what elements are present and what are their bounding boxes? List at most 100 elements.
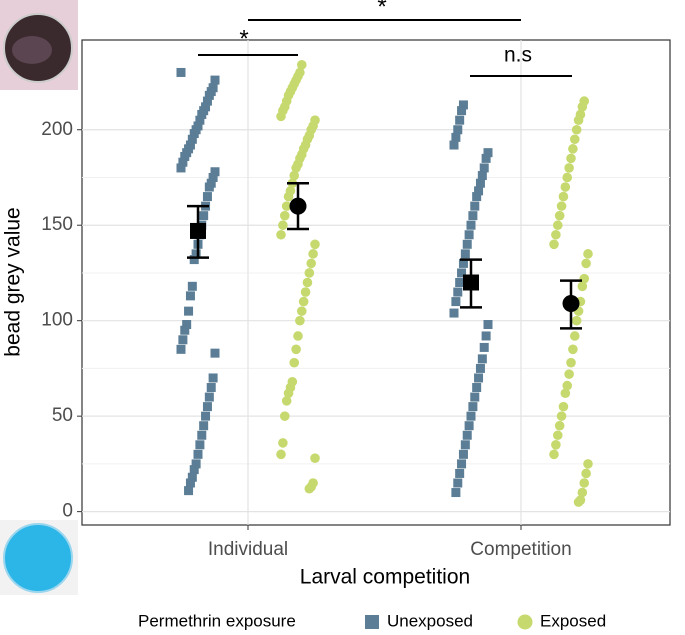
data-point [474, 373, 484, 383]
data-point [552, 430, 563, 441]
legend-label: Unexposed [387, 611, 473, 630]
data-point [571, 315, 582, 326]
data-point [204, 182, 214, 192]
x-tick-label: Competition [470, 539, 571, 560]
data-point [560, 182, 571, 192]
data-point [178, 157, 188, 167]
data-point [483, 320, 493, 330]
data-point [279, 210, 290, 221]
data-point [453, 287, 463, 297]
data-point [304, 483, 315, 494]
data-point [189, 129, 199, 139]
data-point [462, 430, 472, 440]
data-point [184, 306, 194, 316]
data-point [577, 487, 588, 498]
significance-label: n.s [504, 44, 532, 67]
legend-marker [517, 614, 533, 630]
top-image [0, 0, 78, 90]
data-point [279, 411, 290, 421]
data-point [458, 100, 468, 110]
bottom-image [0, 520, 78, 595]
data-point [195, 115, 205, 125]
data-point [562, 380, 573, 391]
data-point [568, 144, 578, 154]
data-point [558, 401, 569, 412]
data-point [276, 111, 286, 122]
data-point [566, 357, 576, 368]
data-point [278, 220, 288, 231]
data-point [569, 134, 580, 145]
mean-marker [562, 295, 580, 313]
data-point [201, 411, 211, 421]
data-point [577, 281, 588, 292]
data-point [281, 396, 292, 406]
data-point [208, 373, 218, 383]
data-point [283, 388, 294, 399]
y-tick-label: 200 [41, 119, 73, 140]
data-point [464, 421, 474, 431]
data-point [579, 478, 590, 488]
data-point [202, 96, 212, 106]
data-point [564, 369, 574, 379]
data-point [554, 210, 565, 221]
data-point [197, 109, 207, 119]
data-point [187, 134, 197, 144]
data-point [481, 331, 491, 341]
data-point [549, 239, 559, 250]
data-point [276, 449, 286, 460]
y-axis-label: bead grey value [2, 207, 25, 356]
data-point [573, 115, 584, 125]
data-point [460, 440, 470, 450]
data-point [449, 308, 459, 318]
data-point [197, 430, 207, 440]
data-point [460, 249, 470, 259]
y-tick-label: 150 [41, 214, 73, 235]
data-point [295, 315, 305, 326]
legend-item: Unexposed [365, 611, 473, 630]
data-point [281, 201, 292, 211]
data-point [554, 420, 565, 431]
mean-marker [190, 222, 206, 239]
data-point [296, 306, 307, 316]
data-point [185, 291, 195, 301]
data-point [304, 268, 315, 278]
legend-title: Permethrin exposure [138, 611, 296, 630]
y-tick-label: 0 [62, 501, 73, 522]
data-point [210, 75, 220, 85]
data-point [310, 453, 320, 463]
data-point [451, 132, 461, 142]
data-point [204, 392, 214, 402]
significance-label: * [239, 25, 248, 52]
data-point [283, 191, 294, 202]
data-point [464, 230, 474, 240]
data-point [289, 357, 300, 368]
data-point [566, 153, 576, 164]
data-point [184, 486, 194, 496]
data-point [558, 191, 569, 202]
data-point [551, 229, 561, 240]
data-point [466, 220, 476, 230]
data-point [475, 178, 485, 188]
data-point [178, 335, 188, 345]
data-point [468, 402, 478, 412]
data-point [453, 478, 463, 488]
data-point [457, 459, 467, 469]
data-point [455, 468, 465, 478]
data-point [176, 344, 186, 354]
data-point [187, 281, 197, 291]
data-point [298, 296, 309, 307]
data-point [564, 163, 574, 173]
data-point [568, 344, 578, 355]
data-point [477, 171, 487, 181]
data-point [276, 229, 286, 240]
data-point [187, 472, 197, 482]
data-point [182, 320, 192, 330]
legend-marker [365, 615, 379, 629]
data-point [185, 478, 195, 488]
data-point [202, 192, 212, 202]
data-point [176, 163, 186, 173]
data-point [481, 153, 491, 163]
data-point [176, 67, 186, 77]
data-point [310, 239, 320, 250]
x-tick-label: Individual [208, 539, 288, 560]
